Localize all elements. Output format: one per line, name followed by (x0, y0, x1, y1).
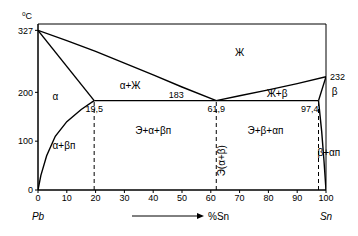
svg-text:α: α (52, 91, 58, 102)
svg-text:Э+α+βп: Э+α+βп (135, 125, 171, 136)
svg-text:200: 200 (18, 88, 33, 98)
svg-text:⁰C: ⁰C (22, 11, 33, 21)
svg-text:61,9: 61,9 (208, 104, 226, 114)
svg-text:100: 100 (318, 193, 333, 203)
svg-text:10: 10 (62, 193, 72, 203)
svg-text:α+Ж: α+Ж (120, 80, 142, 91)
svg-text:80: 80 (263, 193, 273, 203)
svg-text:232: 232 (330, 72, 345, 82)
svg-text:100: 100 (18, 136, 33, 146)
svg-text:0: 0 (35, 193, 40, 203)
svg-text:50: 50 (177, 193, 187, 203)
svg-text:20: 20 (91, 193, 101, 203)
svg-text:60: 60 (206, 193, 216, 203)
svg-text:97,4: 97,4 (301, 104, 319, 114)
svg-text:90: 90 (292, 193, 302, 203)
svg-text:Sn: Sn (320, 211, 333, 222)
svg-text:Pb: Pb (32, 211, 45, 222)
svg-text:30: 30 (119, 193, 129, 203)
svg-text:70: 70 (235, 193, 245, 203)
svg-text:183: 183 (169, 90, 184, 100)
svg-text:Э+β+αп: Э+β+αп (248, 125, 284, 136)
svg-text:327: 327 (18, 26, 33, 36)
svg-text:α+βп: α+βп (53, 140, 76, 151)
svg-text:Ж+β: Ж+β (267, 88, 288, 99)
svg-text:β+αп: β+αп (317, 147, 340, 158)
svg-text:0: 0 (28, 185, 33, 195)
svg-text:19,5: 19,5 (85, 104, 103, 114)
svg-text:40: 40 (148, 193, 158, 203)
svg-text:%Sn: %Sn (208, 211, 229, 222)
svg-text:β: β (332, 86, 338, 97)
svg-text:Э(α+β): Э(α+β) (216, 145, 227, 176)
svg-text:Ж: Ж (235, 47, 245, 58)
